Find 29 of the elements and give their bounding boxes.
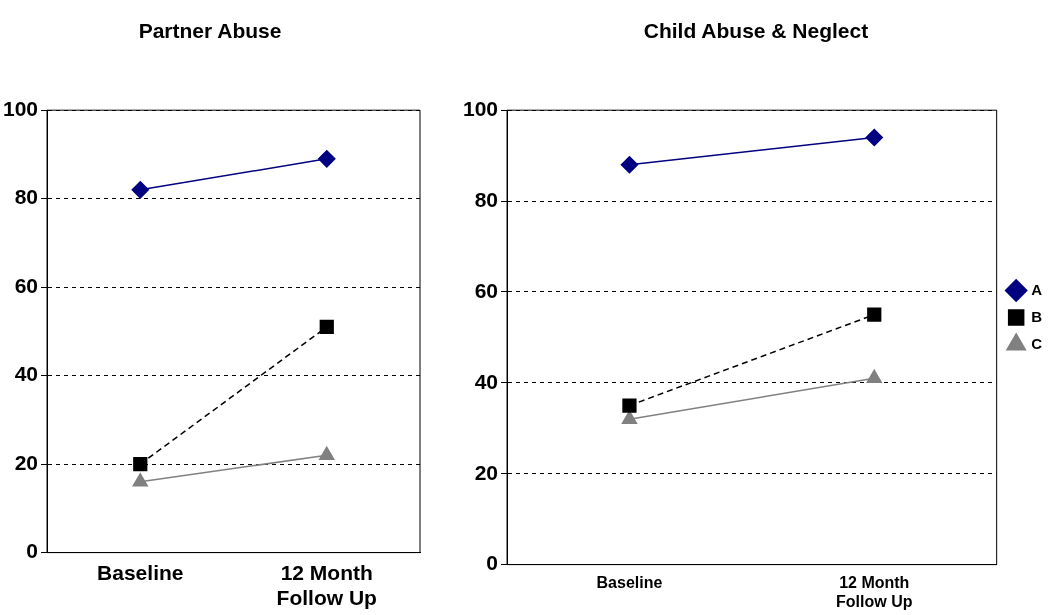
point	[319, 319, 334, 335]
y-tick-label: 40	[474, 369, 499, 393]
x-tick-label: 12 Month Follow Up	[836, 573, 913, 610]
point	[318, 150, 336, 168]
y-tick-label: 60	[14, 273, 39, 297]
x-tick-label: 12 Month Follow Up	[276, 561, 377, 610]
point	[131, 181, 150, 199]
chart-title: Child Abuse & Neglect	[643, 19, 869, 43]
y-tick-label: 100	[2, 97, 39, 120]
y-tick-label: 80	[474, 187, 499, 211]
point	[865, 128, 884, 147]
y-tick-label: 40	[14, 362, 39, 386]
x-tick-label: Baseline	[97, 561, 184, 584]
legend-label: A	[1031, 280, 1043, 298]
chart-title: Partner Abuse	[138, 19, 282, 43]
legend-label: C	[1031, 334, 1043, 352]
x-tick-label: Baseline	[596, 573, 663, 591]
y-tick-label: 100	[462, 97, 499, 120]
point	[622, 398, 637, 413]
y-tick-label: 60	[474, 278, 499, 302]
point	[867, 307, 882, 322]
y-tick-label: 80	[14, 185, 39, 209]
legend-label: B	[1031, 307, 1043, 325]
point	[620, 155, 639, 174]
y-tick-label: 0	[486, 551, 499, 575]
y-tick-label: 20	[14, 450, 39, 474]
point	[133, 457, 148, 472]
y-tick-label: 20	[474, 460, 499, 484]
y-tick-label: 0	[26, 539, 39, 563]
